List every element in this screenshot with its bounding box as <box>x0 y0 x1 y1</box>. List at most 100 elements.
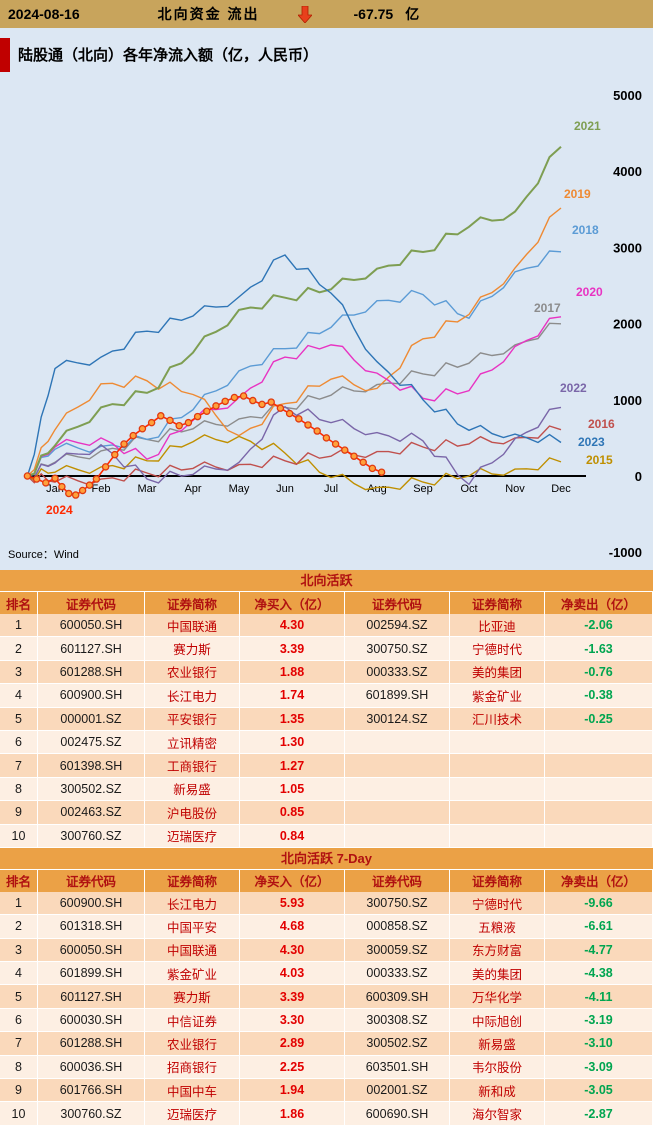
series-line-2020 <box>27 316 562 477</box>
data-marker <box>58 482 66 491</box>
buy-name: 长江电力 <box>145 891 240 916</box>
x-axis-month-label: Feb <box>92 483 111 495</box>
sell-name: 紫金矿业 <box>450 684 545 708</box>
rank: 5 <box>0 985 38 1009</box>
series-line-2018 <box>27 250 562 477</box>
buy-code: 300760.SZ <box>38 1102 145 1126</box>
data-marker <box>101 463 110 471</box>
y-axis-tick-label: 4000 <box>613 164 642 179</box>
sell-code: 300750.SZ <box>345 891 450 916</box>
buy-name: 中国平安 <box>145 915 240 939</box>
series-year-label: 2018 <box>572 223 599 237</box>
buy-name: 迈瑞医疗 <box>145 1102 240 1126</box>
buy-name: 平安银行 <box>145 707 240 731</box>
buy-value: 1.30 <box>240 730 345 755</box>
table-header-row: 排名 证券代码 证券简称 净买入（亿） 证券代码 证券简称 净卖出（亿） <box>0 592 653 614</box>
buy-value: 3.39 <box>240 985 345 1009</box>
x-axis-month-label: May <box>229 483 250 495</box>
sell-code: 000333.SZ <box>345 660 450 685</box>
rank: 1 <box>0 614 38 638</box>
data-marker <box>138 425 147 433</box>
table-row: 7 601398.SH 工商银行 1.27 <box>0 754 653 778</box>
buy-code: 601318.SH <box>38 915 145 939</box>
x-axis-month-label: Aug <box>367 483 387 495</box>
column-header: 证券代码 <box>345 592 450 614</box>
buy-name: 新易盛 <box>145 777 240 802</box>
buy-value: 2.25 <box>240 1055 345 1080</box>
series-line-2021 <box>27 145 562 477</box>
data-marker <box>331 440 340 448</box>
buy-code: 600050.SH <box>38 938 145 963</box>
top-status-bar: 2024-08-16 北向资金 流出 -67.75 亿 <box>0 0 653 28</box>
sell-value: -6.61 <box>545 915 653 939</box>
sell-value: -4.77 <box>545 938 653 963</box>
rank: 6 <box>0 1008 38 1033</box>
sell-name <box>450 801 545 825</box>
y-axis-tick-label: 3000 <box>613 240 642 255</box>
sell-name: 汇川技术 <box>450 707 545 731</box>
table-row: 6 002475.SZ 立讯精密 1.30 <box>0 730 653 755</box>
series-year-label: 2016 <box>588 417 615 431</box>
data-marker <box>341 446 349 454</box>
x-axis-month-label: Jun <box>276 483 294 495</box>
buy-value: 4.30 <box>240 938 345 963</box>
sell-name: 中际旭创 <box>450 1008 545 1033</box>
sell-code: 300059.SZ <box>345 938 450 963</box>
data-marker <box>276 404 285 412</box>
buy-code: 600036.SH <box>38 1055 145 1080</box>
data-marker <box>249 396 257 405</box>
column-header: 证券简称 <box>145 869 240 892</box>
buy-name: 中国联通 <box>145 938 240 963</box>
table-row: 1 600050.SH 中国联通 4.30 002594.SZ 比亚迪 -2.06 <box>0 614 653 638</box>
x-axis-month-label: Jul <box>324 483 338 495</box>
buy-name: 赛力斯 <box>145 985 240 1009</box>
sell-code: 600690.SH <box>345 1102 450 1126</box>
data-marker <box>92 475 101 483</box>
sell-name: 韦尔股份 <box>450 1055 545 1080</box>
table-row: 5 000001.SZ 平安银行 1.35 300124.SZ 汇川技术 -0.25 <box>0 707 653 731</box>
column-header: 净买入（亿） <box>240 869 345 892</box>
buy-value: 0.85 <box>240 801 345 825</box>
rank: 2 <box>0 915 38 939</box>
buy-code: 601766.SH <box>38 1079 145 1103</box>
table-row: 2 601318.SH 中国平安 4.68 000858.SZ 五粮液 -6.61 <box>0 915 653 939</box>
data-marker <box>193 412 202 421</box>
x-axis-month-label: Sep <box>413 483 433 495</box>
buy-value: 1.27 <box>240 754 345 778</box>
rank: 10 <box>0 824 38 848</box>
sell-value: -0.38 <box>545 684 653 708</box>
sell-name: 宁德时代 <box>450 637 545 661</box>
buy-name: 招商银行 <box>145 1055 240 1080</box>
series-year-label: 2023 <box>578 435 605 449</box>
data-marker <box>368 464 377 473</box>
data-marker <box>23 472 32 480</box>
series-year-label: 2020 <box>576 285 603 299</box>
series-year-label: 2017 <box>534 301 561 315</box>
buy-code: 000001.SZ <box>38 707 145 731</box>
buy-name: 中国联通 <box>145 614 240 638</box>
sell-value: -0.76 <box>545 660 653 685</box>
sell-name <box>450 777 545 802</box>
table-row: 8 600036.SH 招商银行 2.25 603501.SH 韦尔股份 -3.09 <box>0 1055 653 1080</box>
sell-value <box>545 801 653 825</box>
buy-value: 1.05 <box>240 777 345 802</box>
table-row: 8 300502.SZ 新易盛 1.05 <box>0 777 653 802</box>
buy-value: 3.30 <box>240 1008 345 1033</box>
buy-code: 002475.SZ <box>38 730 145 755</box>
buy-code: 002463.SZ <box>38 801 145 825</box>
data-marker <box>157 412 165 420</box>
data-marker <box>111 450 119 459</box>
series-line-2023 <box>26 254 562 477</box>
data-marker <box>147 418 156 427</box>
sell-code: 600309.SH <box>345 985 450 1009</box>
down-arrow-icon <box>297 5 312 23</box>
buy-value: 1.94 <box>240 1079 345 1103</box>
data-marker <box>129 431 137 440</box>
series-year-label: 2024 <box>46 503 73 517</box>
buy-name: 中信证券 <box>145 1008 240 1033</box>
rank: 2 <box>0 637 38 661</box>
sell-code: 300124.SZ <box>345 707 450 731</box>
sell-code <box>345 730 450 755</box>
sell-value: -2.87 <box>545 1102 653 1126</box>
